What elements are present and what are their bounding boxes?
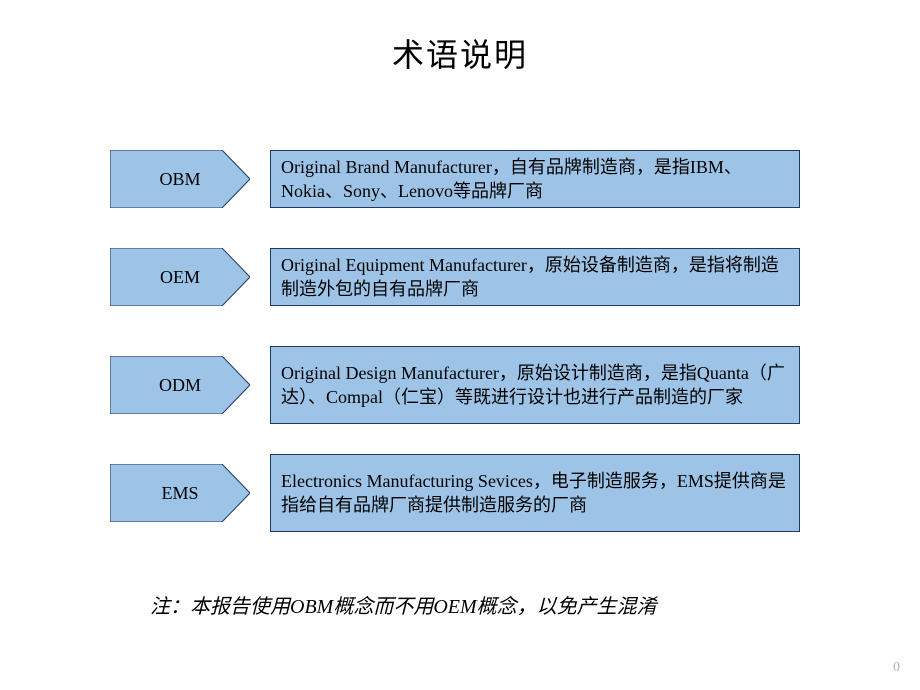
term-description: Original Design Manufacturer，原始设计制造商，是指Q… xyxy=(270,346,800,424)
term-abbrev: OBM xyxy=(125,169,235,190)
term-description-text: Original Design Manufacturer，原始设计制造商，是指Q… xyxy=(281,361,789,410)
term-abbrev: EMS xyxy=(125,483,235,504)
term-arrow: OEM xyxy=(110,248,250,306)
term-abbrev: OEM xyxy=(125,267,235,288)
term-arrow: OBM xyxy=(110,150,250,208)
term-description-text: Original Brand Manufacturer，自有品牌制造商，是指IB… xyxy=(281,155,789,204)
term-description-text: Original Equipment Manufacturer，原始设备制造商，… xyxy=(281,253,789,302)
term-row: EMS Electronics Manufacturing Sevices，电子制… xyxy=(110,454,810,532)
term-arrow: EMS xyxy=(110,464,250,522)
term-description: Electronics Manufacturing Sevices，电子制造服务… xyxy=(270,454,800,532)
term-description: Original Brand Manufacturer，自有品牌制造商，是指IB… xyxy=(270,150,800,208)
term-row: ODM Original Design Manufacturer，原始设计制造商，… xyxy=(110,346,810,424)
footnote: 注：本报告使用OBM概念而不用OEM概念，以免产生混淆 xyxy=(150,590,657,619)
term-row: OEM Original Equipment Manufacturer，原始设备制… xyxy=(110,248,810,306)
slide-title: 术语说明 xyxy=(0,30,920,76)
term-row: OBM Original Brand Manufacturer，自有品牌制造商，是… xyxy=(110,150,810,208)
slide: 术语说明 OBM Original Brand Manufacturer，自有品牌… xyxy=(0,0,920,690)
term-description-text: Electronics Manufacturing Sevices，电子制造服务… xyxy=(281,469,789,518)
term-abbrev: ODM xyxy=(125,375,235,396)
page-number: 0 xyxy=(893,660,900,676)
term-arrow: ODM xyxy=(110,356,250,414)
term-description: Original Equipment Manufacturer，原始设备制造商，… xyxy=(270,248,800,306)
